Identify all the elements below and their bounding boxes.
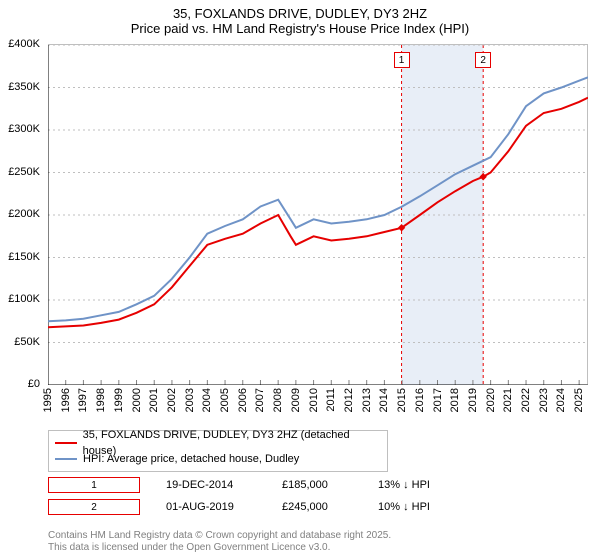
annotation-pct: 10% ↓ HPI: [378, 501, 468, 513]
x-tick-label: 2012: [343, 388, 355, 412]
annotation-pct: 13% ↓ HPI: [378, 479, 468, 491]
footer: Contains HM Land Registry data © Crown c…: [48, 530, 391, 554]
x-tick-label: 2019: [467, 388, 479, 412]
y-tick-label: £400K: [8, 38, 40, 50]
annotation-number-box: 1: [48, 477, 140, 493]
x-tick-label: 1999: [113, 388, 125, 412]
chart-annotation-box: 1: [394, 52, 410, 68]
x-tick-label: 2002: [166, 388, 178, 412]
x-tick-label: 2021: [502, 388, 514, 412]
y-axis-labels: £0£50K£100K£150K£200K£250K£300K£350K£400…: [0, 44, 44, 384]
chart-svg: [48, 45, 588, 385]
title-block: 35, FOXLANDS DRIVE, DUDLEY, DY3 2HZ Pric…: [0, 0, 600, 36]
legend-label: HPI: Average price, detached house, Dudl…: [83, 451, 299, 467]
x-tick-label: 2008: [272, 388, 284, 412]
root: 35, FOXLANDS DRIVE, DUDLEY, DY3 2HZ Pric…: [0, 0, 600, 560]
annotation-date: 01-AUG-2019: [166, 501, 256, 513]
footer-line-1: Contains HM Land Registry data © Crown c…: [48, 530, 391, 542]
x-tick-label: 2014: [378, 388, 390, 412]
legend-item: 35, FOXLANDS DRIVE, DUDLEY, DY3 2HZ (det…: [55, 435, 381, 451]
title-line-2: Price paid vs. HM Land Registry's House …: [0, 21, 600, 36]
x-tick-label: 2022: [520, 388, 532, 412]
y-tick-label: £350K: [8, 81, 40, 93]
x-tick-label: 2000: [131, 388, 143, 412]
annotation-date: 19-DEC-2014: [166, 479, 256, 491]
x-tick-label: 2023: [538, 388, 550, 412]
y-tick-label: £200K: [8, 208, 40, 220]
chart-annotation-box: 2: [475, 52, 491, 68]
title-line-1: 35, FOXLANDS DRIVE, DUDLEY, DY3 2HZ: [0, 6, 600, 21]
x-tick-label: 2003: [184, 388, 196, 412]
x-axis-labels: 1995199619971998199920002001200220032004…: [48, 388, 588, 428]
annotation-price: £185,000: [282, 479, 352, 491]
table-row: 2 01-AUG-2019 £245,000 10% ↓ HPI: [48, 496, 468, 518]
annotation-number-box: 2: [48, 499, 140, 515]
y-tick-label: £150K: [8, 251, 40, 263]
legend-swatch: [55, 442, 77, 444]
x-tick-label: 2010: [308, 388, 320, 412]
legend: 35, FOXLANDS DRIVE, DUDLEY, DY3 2HZ (det…: [48, 430, 388, 472]
x-tick-label: 2005: [219, 388, 231, 412]
x-tick-label: 1996: [60, 388, 72, 412]
y-tick-label: £0: [28, 378, 40, 390]
y-tick-label: £300K: [8, 123, 40, 135]
x-tick-label: 2018: [449, 388, 461, 412]
footer-line-2: This data is licensed under the Open Gov…: [48, 542, 391, 554]
annotations-table: 1 19-DEC-2014 £185,000 13% ↓ HPI 2 01-AU…: [48, 474, 468, 518]
x-tick-label: 2013: [361, 388, 373, 412]
x-tick-label: 2001: [148, 388, 160, 412]
x-tick-label: 2009: [290, 388, 302, 412]
chart-area: 12: [48, 44, 588, 384]
x-tick-label: 2006: [237, 388, 249, 412]
legend-swatch: [55, 458, 77, 460]
x-tick-label: 2015: [396, 388, 408, 412]
y-tick-label: £100K: [8, 293, 40, 305]
x-tick-label: 2020: [485, 388, 497, 412]
x-tick-label: 2004: [201, 388, 213, 412]
annotation-price: £245,000: [282, 501, 352, 513]
table-row: 1 19-DEC-2014 £185,000 13% ↓ HPI: [48, 474, 468, 496]
x-tick-label: 2024: [555, 388, 567, 412]
x-tick-label: 1997: [77, 388, 89, 412]
x-tick-label: 1995: [42, 388, 54, 412]
x-tick-label: 2017: [432, 388, 444, 412]
x-tick-label: 2011: [325, 388, 337, 412]
x-tick-label: 2025: [573, 388, 585, 412]
x-tick-label: 1998: [95, 388, 107, 412]
y-tick-label: £250K: [8, 166, 40, 178]
x-tick-label: 2016: [414, 388, 426, 412]
y-tick-label: £50K: [14, 336, 40, 348]
x-tick-label: 2007: [254, 388, 266, 412]
